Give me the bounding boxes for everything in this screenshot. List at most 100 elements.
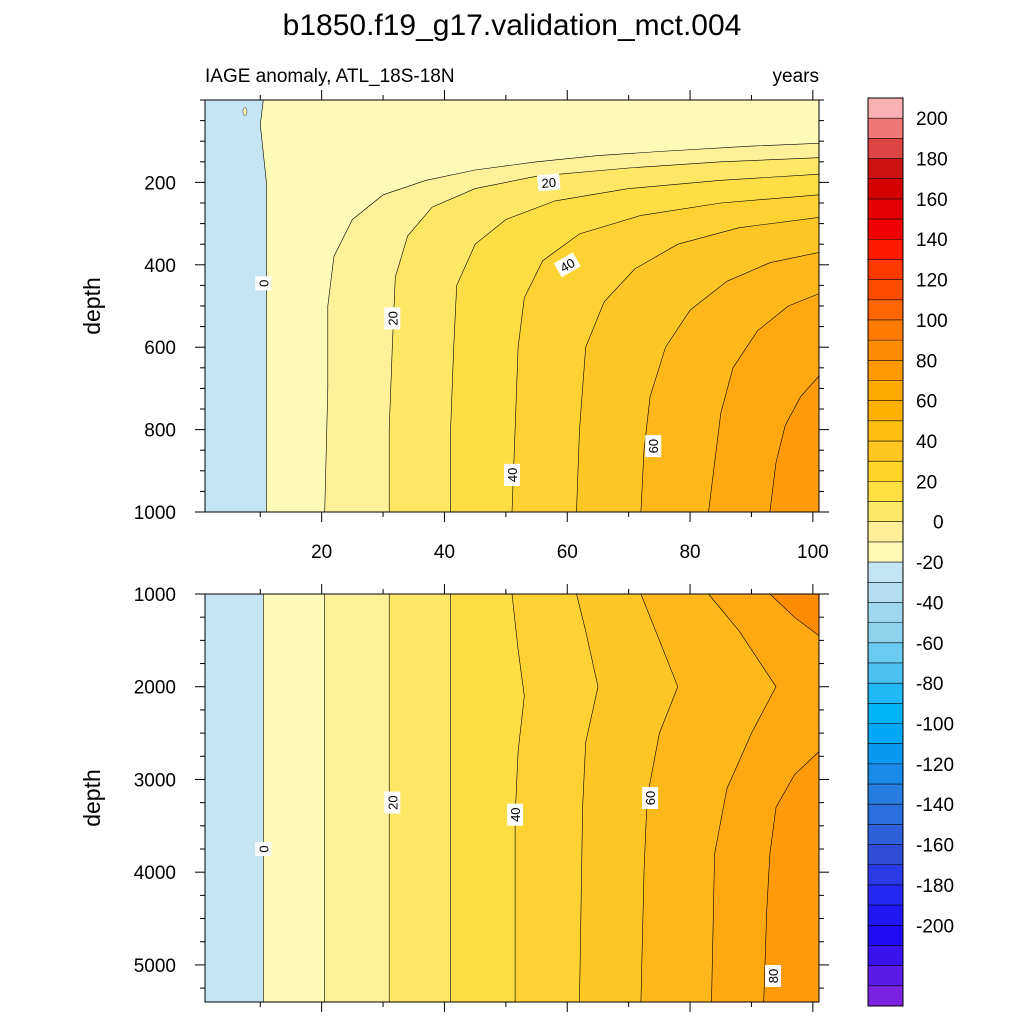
contour-label-text: 20 (541, 175, 557, 191)
colorbar-swatch (868, 864, 903, 886)
contour-label-text: 40 (508, 807, 523, 821)
y-tick-label: 3000 (134, 770, 176, 791)
colorbar-swatch (868, 340, 903, 361)
colorbar-swatch (868, 461, 903, 482)
colorbar-swatch (868, 884, 903, 906)
x-tick-label: 100 (797, 542, 829, 563)
contour-line (640, 593, 679, 1003)
colorbar-label: 160 (916, 190, 948, 211)
colorbar-label: -20 (916, 553, 943, 574)
colorbar-swatch (868, 905, 903, 926)
colorbar-swatch (868, 279, 903, 301)
colorbar-label: -200 (916, 916, 954, 937)
colorbar-swatch (868, 804, 903, 825)
colorbar-swatch (868, 784, 903, 805)
colorbar-label: -40 (916, 593, 943, 614)
colorbar-label: 80 (916, 351, 937, 372)
fill-band (769, 376, 819, 512)
y-tick-label: 4000 (134, 863, 176, 884)
colorbar-swatch (868, 965, 903, 987)
colorbar-swatch (868, 219, 903, 240)
contour-line (450, 173, 820, 512)
colorbar-label: 100 (916, 311, 948, 332)
colorbar-label: -160 (916, 836, 954, 857)
contour-label-bg (384, 791, 401, 814)
contour-label-bg (642, 787, 659, 809)
colorbar-label: -60 (916, 634, 943, 655)
contour-label-bg (384, 307, 401, 330)
colorbar-swatch (868, 420, 903, 442)
colorbar-swatch (868, 239, 903, 260)
chart-title: b1850.f19_g17.validation_mct.004 (283, 9, 742, 42)
lower-axes-ticks (195, 584, 829, 1012)
contour-label-bg (553, 252, 581, 278)
colorbar-label: -140 (916, 795, 954, 816)
contour-label: 40 (507, 803, 524, 826)
colorbar-swatch (868, 662, 903, 684)
contour-label: 0 (255, 842, 272, 856)
colorbar-swatch (868, 642, 903, 664)
contour-line (576, 217, 820, 513)
colorbar-swatch (868, 481, 903, 502)
contour-label-text: 0 (256, 845, 271, 852)
colorbar-swatch (868, 400, 903, 422)
colorbar-swatch (868, 925, 903, 946)
colorbar-swatch (868, 582, 903, 603)
lower-panel: 0 20 40 60 80 depth (79, 584, 829, 1012)
colorbar-label: 20 (916, 472, 937, 493)
contour-label: 60 (645, 435, 662, 458)
contour-label-text: 20 (385, 795, 400, 809)
colorbar-swatch (868, 319, 903, 341)
colorbar-label: 120 (916, 271, 948, 292)
contour-label: 80 (765, 965, 781, 987)
lower-ylabel: depth (79, 769, 105, 827)
fill-band (763, 751, 819, 1002)
lower-contour-labels: 0 20 40 60 80 (255, 787, 781, 987)
y-tick-label: 600 (144, 338, 176, 359)
contour-line (708, 593, 777, 1003)
colorbar-swatch (868, 985, 903, 1007)
contour-line (511, 194, 820, 513)
contour-label: 0 (255, 276, 272, 291)
y-tick-label: 400 (144, 256, 176, 277)
contour-label-bg (645, 435, 662, 458)
colorbar-swatch (868, 98, 903, 119)
contour-label-bg (507, 803, 524, 826)
contour-label-bg (504, 463, 520, 486)
colorbar-frame (867, 97, 904, 1007)
contour-line (640, 252, 820, 513)
colorbar-swatch (868, 743, 903, 765)
colorbar-swatch (868, 541, 903, 563)
contour-label: 40 (553, 252, 581, 278)
colorbar-swatch (868, 723, 903, 745)
y-tick-label: 1000 (134, 503, 176, 524)
y-tick-label: 800 (144, 421, 176, 442)
colorbar-swatch (868, 198, 903, 220)
colorbar-label: 140 (916, 230, 948, 251)
colorbar-swatch (868, 118, 903, 139)
contour-line (576, 593, 599, 1003)
contour-label-text: 0 (256, 280, 271, 287)
y-tick-label: 200 (144, 173, 176, 194)
colorbar-swatch (868, 299, 903, 321)
colorbar-swatch (868, 562, 903, 583)
colorbar-swatch (868, 259, 903, 280)
colorbar-swatch (868, 703, 903, 724)
lower-filled-contours (205, 594, 819, 1002)
upper-panel: 0 20 20 40 40 60 IAGE anomaly, ATL_18S-18N ye… (79, 66, 829, 522)
upper-contour-labels: 0 20 20 40 40 60 (255, 173, 662, 486)
contour-line (708, 293, 820, 513)
contour-label: 20 (384, 791, 401, 814)
colorbar-swatch (868, 945, 903, 967)
contour-line (769, 593, 820, 636)
colorbar-swatch (868, 683, 903, 704)
colorbar-swatch (868, 138, 903, 159)
contour-line (259, 99, 267, 512)
contour-label-text: 20 (385, 311, 400, 325)
colorbar-swatch (868, 380, 903, 402)
colorbar-label: 0 (933, 513, 944, 534)
lower-contour-lines (263, 593, 820, 1003)
contour-line (763, 751, 820, 1003)
contour-label-text: 60 (646, 439, 661, 453)
